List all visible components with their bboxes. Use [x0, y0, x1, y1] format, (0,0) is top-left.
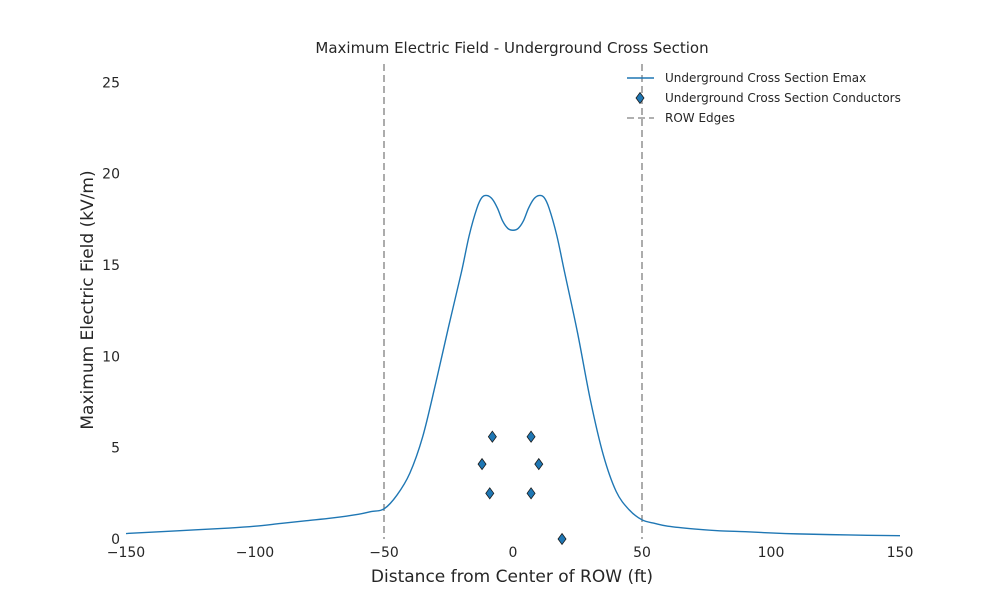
legend-label: Underground Cross Section Emax	[665, 71, 866, 85]
y-tick-label: 20	[102, 167, 120, 183]
x-tick-label: 100	[758, 545, 785, 561]
x-tick-label: −150	[107, 545, 145, 561]
x-tick-label: 50	[633, 545, 651, 561]
y-tick-label: 10	[102, 349, 120, 365]
x-tick-label: 0	[509, 545, 518, 561]
y-tick-label: 15	[102, 258, 120, 274]
emax-line	[125, 194, 901, 537]
legend: Underground Cross Section Emax Undergroun…	[627, 71, 901, 125]
legend-marker-swatch	[635, 91, 645, 105]
y-tick-label: 0	[111, 532, 120, 548]
x-tick-label: 150	[887, 545, 914, 561]
conductor-marker	[557, 532, 567, 546]
chart-title: Maximum Electric Field - Underground Cro…	[315, 39, 708, 57]
x-tick-label: −100	[236, 545, 274, 561]
y-tick-label: 5	[111, 441, 120, 457]
y-axis: 0 5 10 15 20 25	[102, 75, 120, 548]
y-tick-label: 25	[102, 75, 120, 91]
row-edge-lines	[383, 64, 643, 539]
x-tick-label: −50	[369, 545, 399, 561]
x-axis: −150 −100 −50 0 50 100 150	[107, 545, 914, 561]
conductor-marker	[534, 457, 544, 471]
legend-label: ROW Edges	[665, 111, 735, 125]
conductor-marker	[526, 487, 536, 500]
y-axis-label: Maximum Electric Field (kV/m)	[78, 170, 98, 429]
conductor-marker	[477, 457, 487, 471]
x-axis-label: Distance from Center of ROW (ft)	[371, 567, 653, 587]
conductor-marker	[487, 430, 497, 443]
emax-line-series	[125, 194, 901, 537]
conductor-marker	[485, 487, 495, 500]
conductor-marker	[526, 430, 536, 443]
legend-label: Underground Cross Section Conductors	[665, 91, 901, 105]
conductor-markers	[477, 430, 567, 546]
